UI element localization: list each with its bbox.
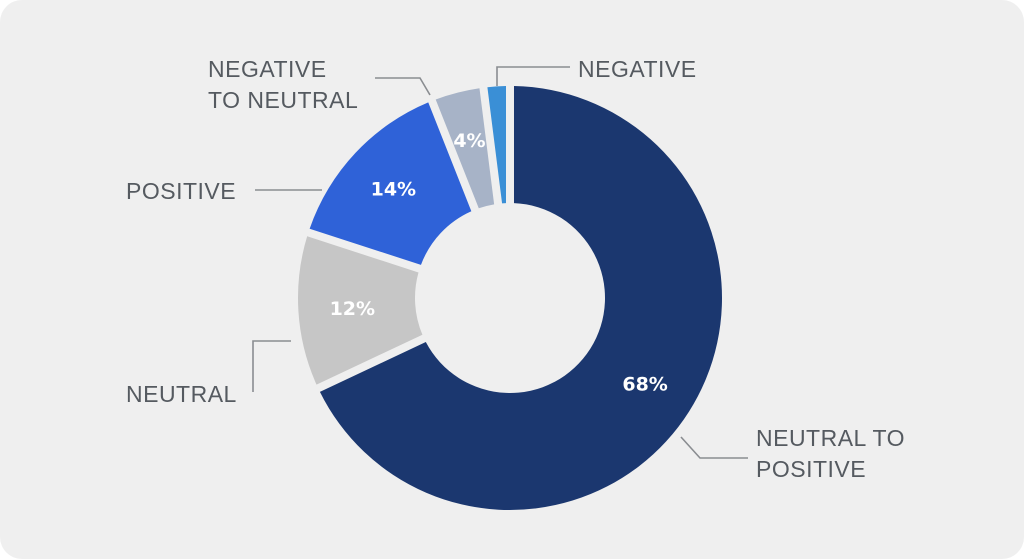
percent-label-neutral-to-positive: 68%: [622, 374, 667, 396]
percent-label-group: 68% 12% 14% 4%: [330, 130, 668, 396]
slice-neutral-to-positive: [319, 86, 722, 511]
percent-label-negative-to-neutral: 4%: [453, 130, 485, 152]
callout-label-negative: NEGATIVE: [578, 56, 697, 82]
slice-negative-to-neutral: [435, 88, 495, 209]
slice-positive: [309, 102, 472, 265]
leader-line-negative-to-neutral: [375, 77, 431, 96]
callout-label-neutral-to-positive: NEUTRAL TO POSITIVE: [756, 425, 905, 482]
slice-group: [298, 86, 722, 511]
callout-label-positive: POSITIVE: [126, 178, 236, 204]
callout-label-negative-to-neutral: NEGATIVE TO NEUTRAL: [208, 56, 358, 113]
percent-label-neutral: 12%: [330, 298, 375, 320]
slice-neutral: [298, 236, 423, 385]
leader-line-negative: [496, 66, 570, 86]
slice-negative: [487, 86, 507, 204]
percent-label-positive: 14%: [371, 178, 416, 200]
callout-label-neutral: NEUTRAL: [126, 381, 237, 407]
leader-line-neutral: [252, 340, 291, 392]
callout-group: NEUTRAL TO POSITIVE NEUTRAL POSITIVE NEGATIV…: [126, 56, 905, 482]
leader-line-neutral-to-positive: [680, 436, 748, 459]
